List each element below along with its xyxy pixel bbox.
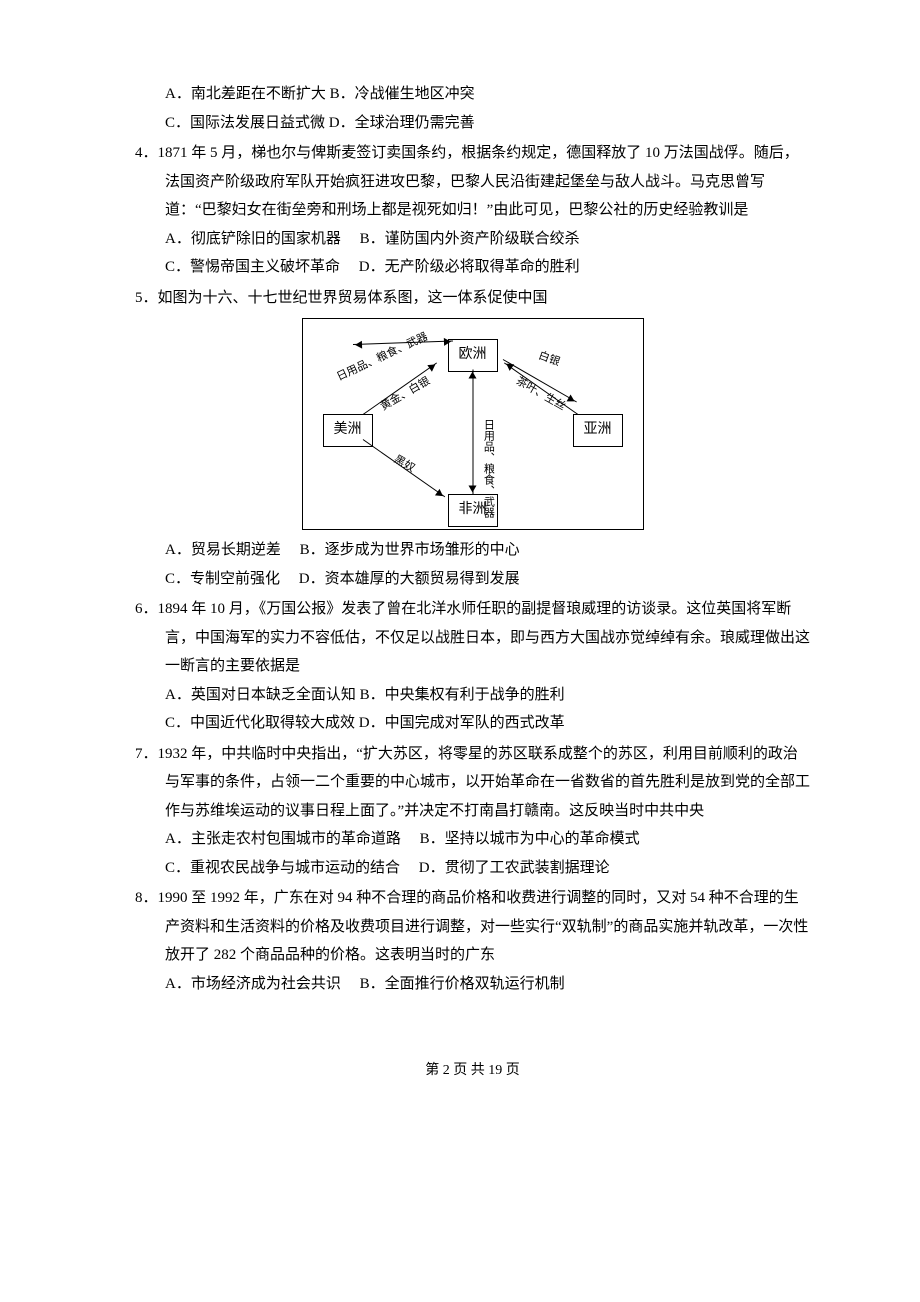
q8-num: 8．	[135, 890, 158, 906]
label-eu-as: 白银	[535, 346, 563, 373]
label-eu-af: 日用品、粮食、武器	[478, 419, 499, 518]
q4-body: 1871 年 5 月，梯也尔与俾斯麦签订卖国条约，根据条约规定，德国释放了 10…	[158, 145, 799, 218]
q5-opt-d: D．资本雄厚的大额贸易得到发展	[299, 571, 520, 587]
q5-opt-c: C．专制空前强化	[165, 571, 280, 587]
q5-opt-a: A．贸易长期逆差	[165, 542, 281, 558]
q7-stem: 7．1932 年，中共临时中央指出，“扩大苏区，将零星的苏区联系成整个的苏区，利…	[165, 740, 810, 826]
label-as-eu: 茶叶、生丝	[511, 372, 569, 418]
arrow-eu-af	[472, 370, 473, 495]
q7-opt-a: A．主张走农村包围城市的革命道路	[165, 831, 401, 847]
footer-total: 19	[488, 1063, 502, 1078]
q5-stem: 5．如图为十六、十七世纪世界贸易体系图，这一体系促使中国	[165, 284, 810, 313]
q5-opt-b: B．逐步成为世界市场雏形的中心	[300, 542, 520, 558]
q3-opt-a: A．南北差距在不断扩大	[165, 86, 326, 102]
q6-body: 1894 年 10 月，《万国公报》发表了曾在北洋水师任职的副提督琅威理的访谈录…	[158, 601, 811, 674]
q5-num: 5．	[135, 290, 158, 306]
q7-options: A．主张走农村包围城市的革命道路 B．坚持以城市为中心的革命模式 C．重视农民战…	[165, 825, 810, 882]
q8-body: 1990 至 1992 年，广东在对 94 种不合理的商品价格和收费进行调整的同…	[158, 890, 809, 963]
q6-opt-a: A．英国对日本缺乏全面认知	[165, 687, 356, 703]
question-4: 4．1871 年 5 月，梯也尔与俾斯麦签订卖国条约，根据条约规定，德国释放了 …	[135, 139, 810, 282]
q5-options: A．贸易长期逆差 B．逐步成为世界市场雏形的中心 C．专制空前强化 D．资本雄厚…	[165, 536, 810, 593]
q7-opt-b: B．坚持以城市为中心的革命模式	[420, 831, 640, 847]
page-footer: 第 2 页 共 19 页	[135, 1058, 810, 1085]
q3-opt-c: C．国际法发展日益式微	[165, 115, 325, 131]
q7-opt-c: C．重视农民战争与城市运动的结合	[165, 860, 400, 876]
q6-opt-b: B．中央集权有利于战争的胜利	[360, 687, 565, 703]
q6-opt-c: C．中国近代化取得较大成效	[165, 715, 355, 731]
q4-opt-a: A．彻底铲除旧的国家机器	[165, 231, 341, 247]
q3-opt-b: B．冷战催生地区冲突	[330, 86, 475, 102]
q4-opt-d: D．无产阶级必将取得革命的胜利	[359, 259, 580, 275]
question-5: 5．如图为十六、十七世纪世界贸易体系图，这一体系促使中国 欧洲 美洲 亚洲 非洲…	[135, 284, 810, 594]
q4-opt-b: B．谨防国内外资产阶级联合绞杀	[360, 231, 580, 247]
label-am-eu: 黄金、白银	[376, 372, 434, 418]
q8-stem: 8．1990 至 1992 年，广东在对 94 种不合理的商品价格和收费进行调整…	[165, 884, 810, 970]
q8-opt-a: A．市场经济成为社会共识	[165, 976, 341, 992]
q6-opt-d: D．中国完成对军队的西式改革	[359, 715, 565, 731]
q6-num: 6．	[135, 601, 158, 617]
q7-body: 1932 年，中共临时中央指出，“扩大苏区，将零星的苏区联系成整个的苏区，利用目…	[158, 746, 811, 819]
question-7: 7．1932 年，中共临时中央指出，“扩大苏区，将零星的苏区联系成整个的苏区，利…	[135, 740, 810, 883]
q4-stem: 4．1871 年 5 月，梯也尔与俾斯麦签订卖国条约，根据条约规定，德国释放了 …	[165, 139, 810, 225]
q4-num: 4．	[135, 145, 158, 161]
q7-num: 7．	[135, 746, 158, 762]
q6-options: A．英国对日本缺乏全面认知 B．中央集权有利于战争的胜利 C．中国近代化取得较大…	[165, 681, 810, 738]
q5-body: 如图为十六、十七世纪世界贸易体系图，这一体系促使中国	[158, 290, 548, 306]
question-8: 8．1990 至 1992 年，广东在对 94 种不合理的商品价格和收费进行调整…	[135, 884, 810, 998]
footer-current: 2	[443, 1063, 450, 1078]
footer-mid: 页 共	[450, 1063, 489, 1078]
footer-suffix: 页	[502, 1063, 520, 1078]
q4-options: A．彻底铲除旧的国家机器 B．谨防国内外资产阶级联合绞杀 C．警惕帝国主义破坏革…	[165, 225, 810, 282]
q7-opt-d: D．贯彻了工农武装割据理论	[419, 860, 610, 876]
question-6: 6．1894 年 10 月，《万国公报》发表了曾在北洋水师任职的副提督琅威理的访…	[135, 595, 810, 738]
q4-opt-c: C．警惕帝国主义破坏革命	[165, 259, 340, 275]
q3-options: A．南北差距在不断扩大 B．冷战催生地区冲突 C．国际法发展日益式微 D．全球治…	[165, 80, 810, 137]
footer-prefix: 第	[425, 1063, 443, 1078]
q8-opt-b: B．全面推行价格双轨运行机制	[360, 976, 565, 992]
trade-system-diagram: 欧洲 美洲 亚洲 非洲 日用品、粮食、武器 黄金、白银 白银 茶叶、生丝 黑奴 …	[302, 318, 644, 530]
q8-options: A．市场经济成为社会共识 B．全面推行价格双轨运行机制	[165, 970, 810, 999]
q6-stem: 6．1894 年 10 月，《万国公报》发表了曾在北洋水师任职的副提督琅威理的访…	[165, 595, 810, 681]
node-asia: 亚洲	[573, 414, 623, 447]
q3-opt-d: D．全球治理仍需完善	[329, 115, 475, 131]
